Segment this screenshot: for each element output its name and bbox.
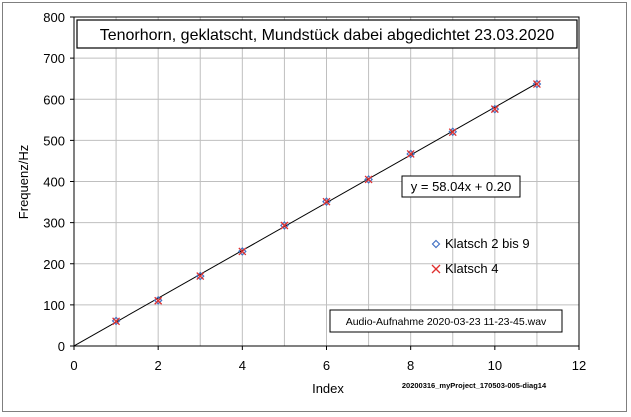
data-point-diamond [532,79,542,89]
data-point-x [112,317,121,326]
data-point-diamond [406,149,416,159]
data-point-x [532,80,541,88]
legend-x-icon [431,264,441,274]
x-tick-label: 0 [70,358,77,373]
y-tick-label: 800 [43,10,65,25]
y-tick-label: 400 [43,175,65,190]
data-point-x [280,221,289,230]
x-tick-label: 6 [323,358,330,373]
legend-label-klatsch-2-bis-9: Klatsch 2 bis 9 [445,236,530,251]
legend-marker-klatsch-2-bis-9 [431,239,441,249]
x-tick-label: 4 [239,358,246,373]
legend-marker-klatsch-4 [431,264,441,274]
data-point-diamond [490,104,500,114]
legend-diamond-icon [431,239,441,249]
data-point-diamond [280,221,289,230]
data-point-diamond [364,175,373,184]
data-point-x [238,247,247,256]
title-box [76,19,578,49]
y-tick-label: 200 [43,257,65,272]
legend-label-klatsch-4: Klatsch 4 [445,261,498,276]
y-tick-label: 700 [43,51,65,66]
x-tick-label: 8 [407,358,414,373]
data-point-x [448,128,457,137]
axis-ticks: 0 2 4 6 8 10 12 0 100 200 300 400 500 600 700 800 [43,10,586,373]
data-markers [111,79,542,326]
legend: Klatsch 2 bis 9 Klatsch 4 [431,236,530,276]
x-tick-label: 2 [155,358,162,373]
y-tick-label: 500 [43,133,65,148]
x-axis-label: Index [312,381,344,396]
y-tick-label: 300 [43,216,65,231]
x-tick-label: 12 [572,358,586,373]
data-point-x [406,149,415,158]
grid-lines [74,17,579,346]
trendline-equation-box [401,175,521,198]
y-axis-label: Frequenz/Hz [16,145,31,219]
data-point-x [322,197,331,206]
audio-annotation-box [329,309,563,333]
x-tick-label: 10 [488,358,502,373]
y-tick-label: 100 [43,298,65,313]
data-point-x [364,175,373,184]
y-tick-label: 600 [43,92,65,107]
data-point-x [196,272,205,281]
footnote: 20200316_myProject_170503-005-diag14 [402,381,547,390]
data-point-diamond [237,247,247,256]
y-tick-label: 0 [58,339,65,354]
data-point-x [154,296,163,305]
data-point-diamond [195,271,205,281]
trendline [73,82,538,347]
data-point-diamond [322,197,331,206]
chart-title: Tenorhorn, geklatscht, Mundstück dabei a… [100,27,555,44]
data-point-x [490,105,499,114]
audio-annotation: Audio-Aufnahme 2020-03-23 11-23-45.wav [346,316,547,328]
trendline-equation: y = 58.04x + 0.20 [411,179,511,194]
chart-frame [2,2,627,412]
